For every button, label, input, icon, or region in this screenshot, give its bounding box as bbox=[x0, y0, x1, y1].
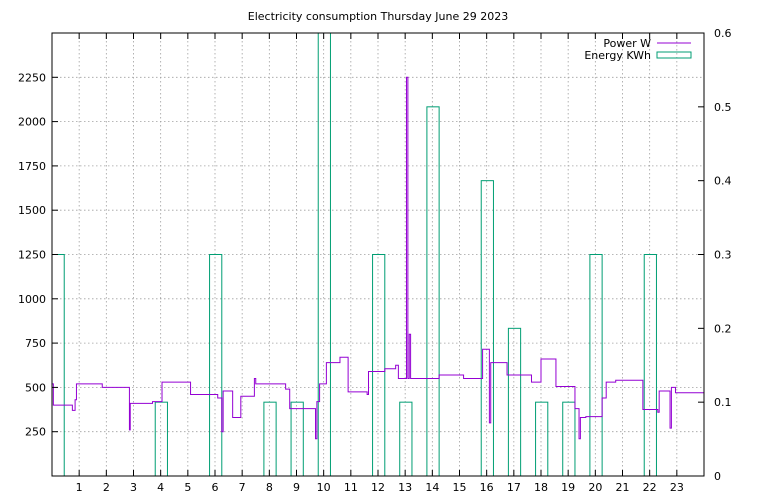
y-right-tick-label: 0.6 bbox=[714, 27, 732, 40]
chart-title: Electricity consumption Thursday June 29… bbox=[248, 10, 508, 23]
y-left-tick-label: 250 bbox=[25, 426, 46, 439]
legend-swatch-energy bbox=[656, 51, 692, 59]
x-tick-label: 1 bbox=[76, 481, 83, 494]
y-right-tick-label: 0 bbox=[714, 470, 721, 483]
y-left-tick-label: 2250 bbox=[18, 71, 46, 84]
x-tick-label: 11 bbox=[344, 481, 358, 494]
x-tick-label: 8 bbox=[266, 481, 273, 494]
legend-label-energy: Energy KWh bbox=[584, 49, 651, 62]
x-tick-label: 18 bbox=[534, 481, 548, 494]
y-left-tick-label: 500 bbox=[25, 381, 46, 394]
y-left-tick-label: 1000 bbox=[18, 293, 46, 306]
x-tick-label: 22 bbox=[643, 481, 657, 494]
x-tick-label: 5 bbox=[184, 481, 191, 494]
y-right-axis-ticks: 0 0.1 0.2 0.3 0.4 0.5 0.6 bbox=[698, 27, 732, 483]
x-tick-label: 16 bbox=[480, 481, 494, 494]
legend-label-power: Power W bbox=[603, 37, 651, 50]
y-right-tick-label: 0.2 bbox=[714, 322, 732, 335]
y-right-tick-label: 0.5 bbox=[714, 101, 732, 114]
power-line-path bbox=[52, 76, 704, 440]
x-tick-label: 7 bbox=[239, 481, 246, 494]
y-left-axis-ticks: 250 500 750 1000 1250 1500 1750 2000 2250 bbox=[18, 71, 58, 439]
y-right-tick-label: 0.3 bbox=[714, 249, 732, 262]
y-left-tick-label: 1250 bbox=[18, 249, 46, 262]
x-tick-label: 12 bbox=[371, 481, 385, 494]
power-series bbox=[52, 76, 704, 440]
y-left-tick-label: 2000 bbox=[18, 116, 46, 129]
y-right-tick-label: 0.4 bbox=[714, 175, 732, 188]
x-tick-label: 2 bbox=[103, 481, 110, 494]
x-tick-label: 9 bbox=[293, 481, 300, 494]
x-tick-label: 23 bbox=[670, 481, 684, 494]
x-tick-label: 20 bbox=[588, 481, 602, 494]
y-right-tick-label: 0.1 bbox=[714, 396, 732, 409]
y-left-tick-label: 1500 bbox=[18, 204, 46, 217]
x-tick-label: 21 bbox=[616, 481, 630, 494]
y-left-tick-label: 1750 bbox=[18, 160, 46, 173]
x-tick-label: 6 bbox=[212, 481, 219, 494]
x-tick-label: 3 bbox=[130, 481, 137, 494]
x-tick-label: 15 bbox=[453, 481, 467, 494]
x-tick-label: 13 bbox=[398, 481, 412, 494]
x-tick-label: 14 bbox=[425, 481, 439, 494]
x-tick-label: 19 bbox=[561, 481, 575, 494]
y-left-tick-label: 750 bbox=[25, 337, 46, 350]
x-tick-label: 10 bbox=[317, 481, 331, 494]
x-axis-ticks: 1 2 3 4 5 6 7 8 9 10 11 12 13 14 15 16 17 18 19 20 21 22 23 bbox=[76, 33, 684, 494]
legend: Power W Energy KWh bbox=[584, 37, 692, 62]
x-tick-label: 17 bbox=[507, 481, 521, 494]
x-tick-label: 4 bbox=[157, 481, 164, 494]
